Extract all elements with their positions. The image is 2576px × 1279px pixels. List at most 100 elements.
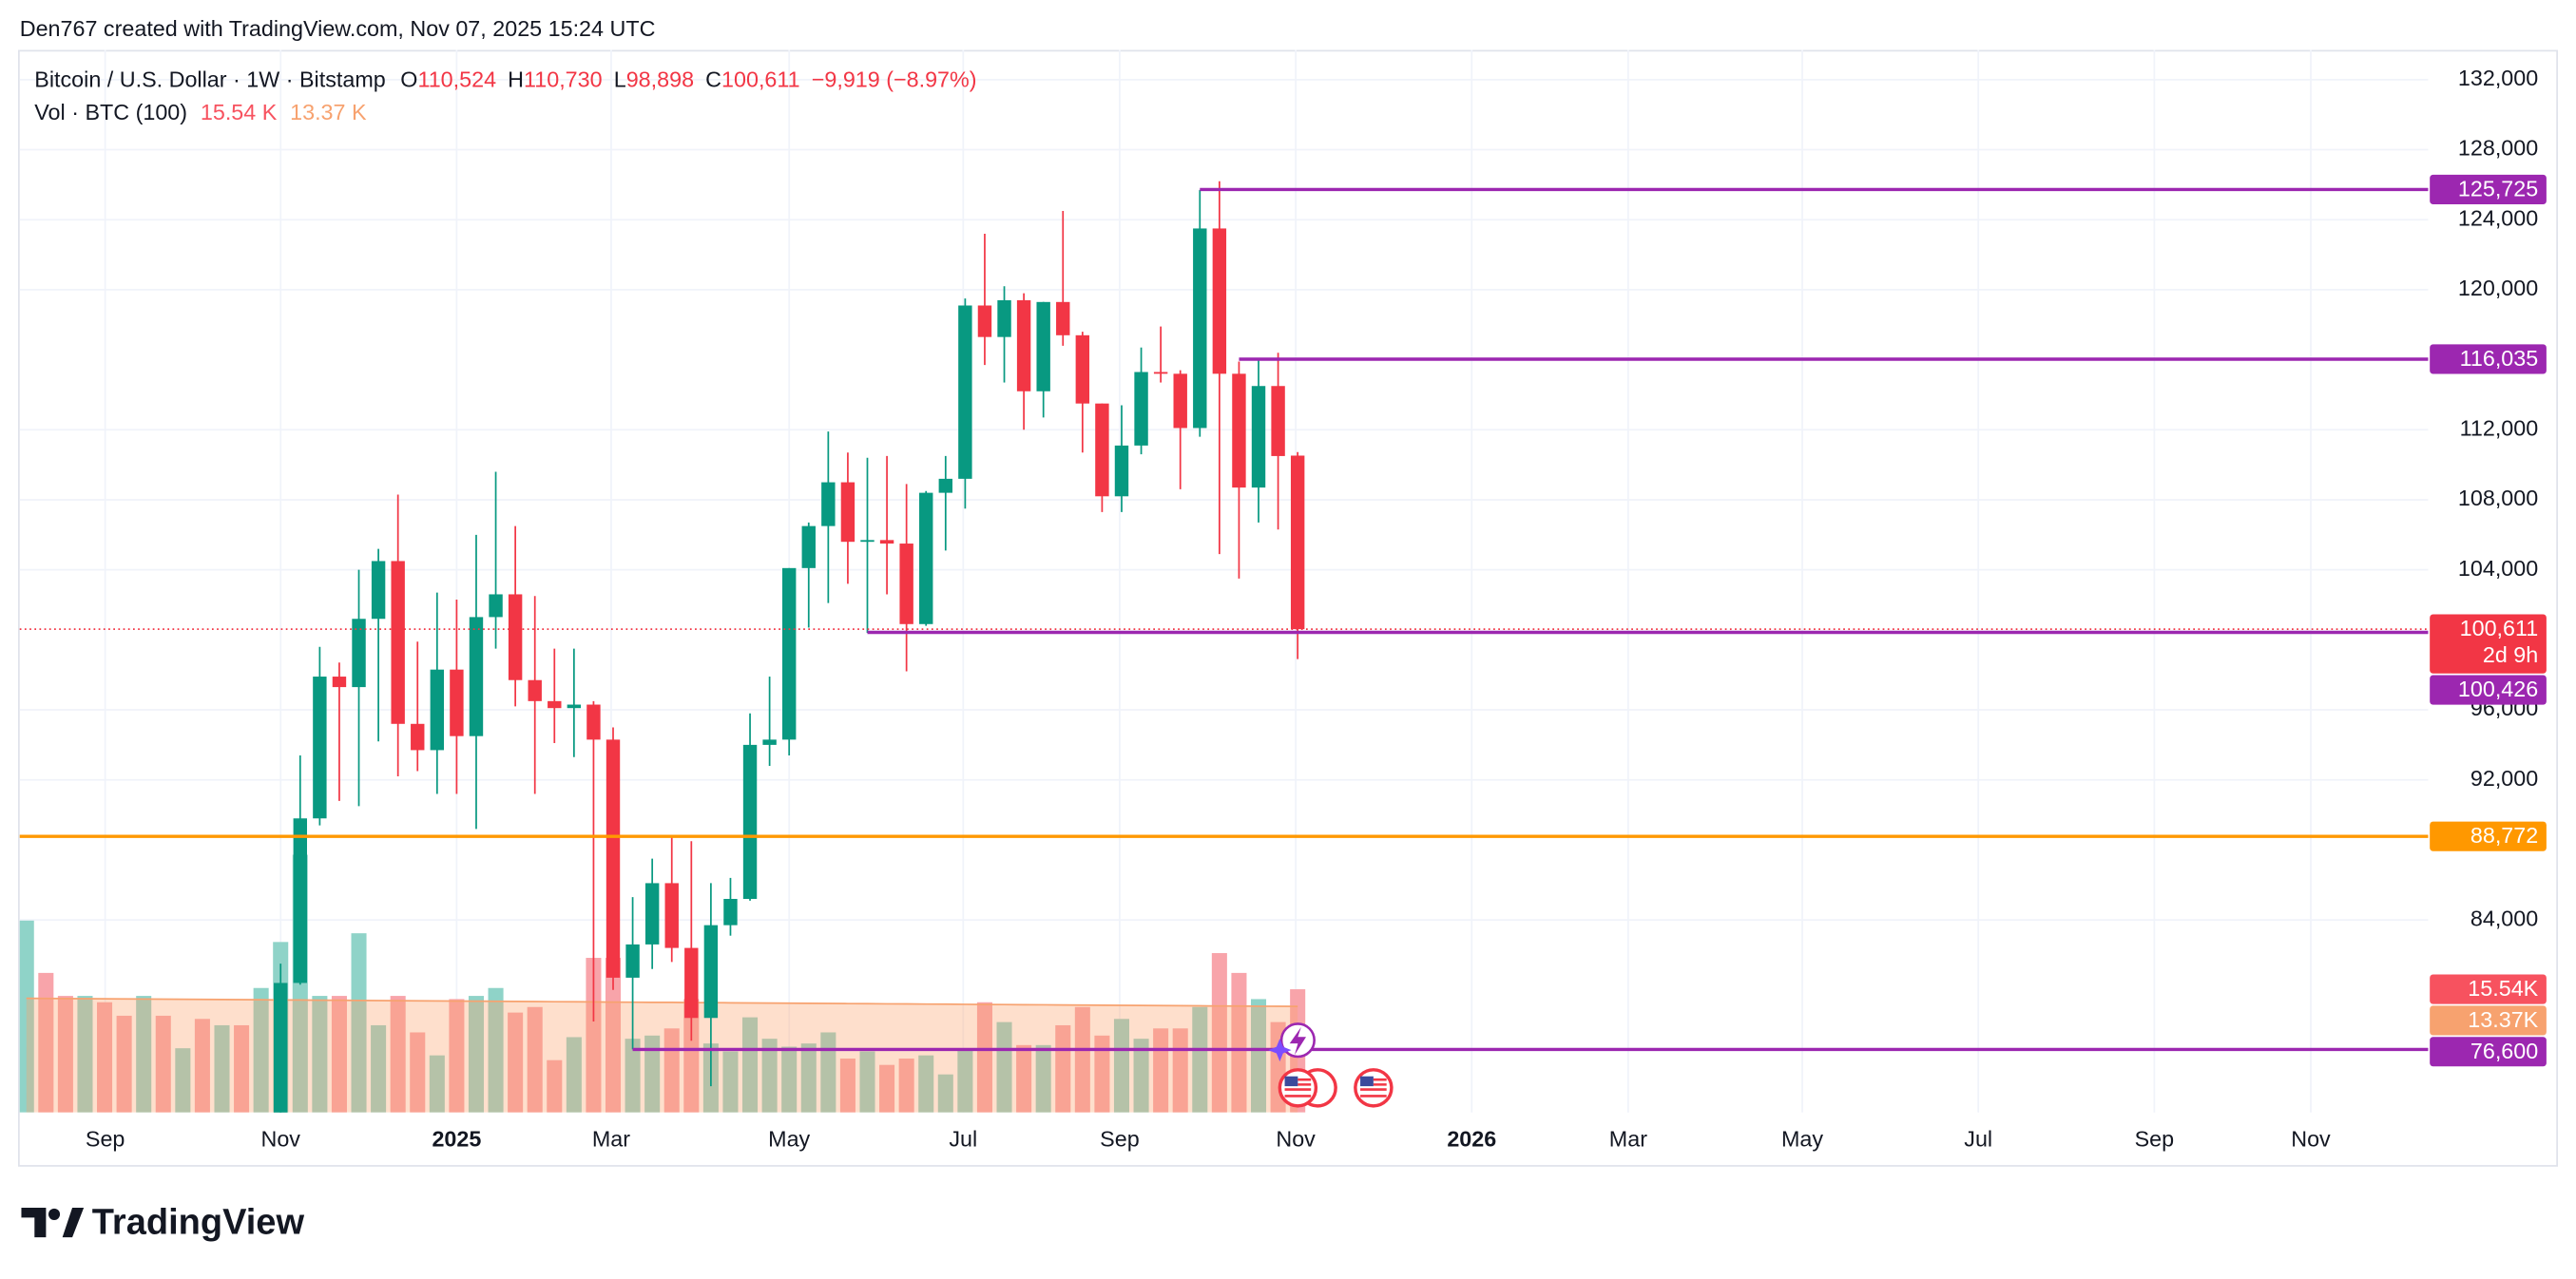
legend-row: Vol · BTC (100) 15.54 K 13.37 K (34, 100, 367, 124)
grid (19, 49, 2429, 1113)
volume-bar (312, 996, 328, 1113)
y-tick-label: 124,000 (2458, 205, 2538, 230)
price-label-text: 100,611 (2460, 616, 2539, 640)
volume-bar (1094, 1035, 1110, 1113)
legend-item: −9,919 (−8.97%) (812, 67, 977, 92)
flag-canton (1284, 1076, 1298, 1087)
candle-body (1232, 373, 1246, 488)
x-tick-label: Nov (260, 1126, 300, 1151)
candle-body (821, 482, 836, 526)
volume-bar (586, 958, 602, 1113)
volume-bar (898, 1059, 914, 1113)
volume-bar (234, 1024, 250, 1113)
candle-body (332, 677, 347, 688)
volume-bar (155, 1015, 171, 1113)
volume-bar (253, 987, 269, 1113)
x-tick-label: Sep (1100, 1126, 1140, 1151)
x-tick-label: 2025 (432, 1126, 481, 1151)
y-tick-label: 92,000 (2470, 766, 2538, 791)
legend-item: 100,611 (721, 67, 800, 92)
logo-mark (21, 1207, 47, 1238)
candles (274, 181, 1305, 1113)
candle-body (899, 544, 913, 624)
candle-body (508, 594, 523, 680)
x-tick-label: 2026 (1447, 1126, 1496, 1151)
x-tick-label: Nov (2291, 1126, 2331, 1151)
price-label-text: 76,600 (2470, 1039, 2538, 1063)
legend-item: O (400, 67, 417, 92)
candle-body (1193, 228, 1207, 429)
volume-bar (194, 1019, 210, 1113)
legend-item: 98,898 (626, 67, 694, 92)
x-tick-label: Jul (949, 1126, 977, 1151)
volume-bar (390, 996, 406, 1113)
price-label-box (2430, 344, 2547, 374)
legend-row: Bitcoin / U.S. Dollar · 1W · Bitstamp O11… (34, 67, 976, 92)
volume-bar (1250, 999, 1267, 1113)
price-label-box (2430, 174, 2547, 205)
volume-bar (331, 996, 347, 1113)
x-tick-label: Jul (1964, 1126, 1992, 1151)
price-label-text: 116,035 (2460, 346, 2539, 371)
candle-body (762, 739, 777, 745)
x-tick-label: May (768, 1126, 810, 1151)
candle-body (801, 525, 816, 568)
volume-bar (761, 1039, 778, 1113)
y-tick-label: 108,000 (2458, 486, 2538, 510)
y-tick-label: 120,000 (2458, 276, 2538, 300)
volume-bar (996, 1021, 1012, 1113)
x-tick-label: Sep (86, 1126, 125, 1151)
legend-item: 110,730 (524, 67, 603, 92)
x-tick-label: Mar (1609, 1126, 1647, 1151)
candle-body (860, 540, 875, 543)
volume-bar (508, 1012, 524, 1113)
candle-body (430, 669, 445, 751)
volume-bar (1231, 972, 1247, 1113)
candle-body (548, 700, 562, 709)
x-tick-label: Nov (1276, 1126, 1316, 1151)
candle-body (567, 704, 582, 709)
volume-bar (976, 1002, 992, 1113)
price-label-box (2430, 1037, 2547, 1067)
y-tick-label: 112,000 (2460, 415, 2539, 440)
logo-text: TradingView (92, 1202, 305, 1242)
candle-body (586, 704, 601, 740)
volume-bar (214, 1024, 230, 1113)
volume-bar (38, 972, 54, 1113)
candle-body (1056, 301, 1070, 335)
candle-body (1173, 373, 1187, 429)
candle-body (1095, 403, 1109, 497)
volume-bar (566, 1037, 582, 1113)
volume-bar (644, 1035, 661, 1113)
volume-bar (527, 1006, 543, 1113)
candle-body (1212, 228, 1227, 374)
axes: 84,00092,00096,000104,000108,000112,0001… (86, 66, 2538, 1151)
candle-body (274, 983, 288, 1113)
candle-body (1134, 372, 1148, 446)
candle-body (1271, 386, 1285, 456)
volume-bar (859, 1051, 875, 1113)
legend-item: Vol · BTC (100) (34, 100, 187, 124)
volume-bar (1192, 1006, 1208, 1113)
flag-icon (1278, 1068, 1318, 1108)
price-label-box (2430, 821, 2547, 851)
credit-text: Den767 created with TradingView.com, Nov… (20, 16, 656, 41)
price-label-text: 15.54K (2468, 976, 2538, 1001)
price-label-text: 125,725 (2458, 176, 2538, 200)
candle-body (703, 925, 719, 1019)
price-label-text: 2d 9h (2483, 642, 2538, 667)
logo: TradingView (21, 1202, 304, 1242)
candle-body (1036, 301, 1050, 391)
volume-bar (800, 1043, 817, 1113)
price-label-box (2430, 614, 2547, 674)
volume-bar (605, 958, 622, 1113)
volume-bar (468, 996, 485, 1113)
volume-bar (1113, 1019, 1130, 1113)
volume-bar (57, 996, 73, 1113)
candle-body (352, 619, 366, 688)
candle-body (742, 744, 758, 900)
candle-body (528, 679, 542, 701)
